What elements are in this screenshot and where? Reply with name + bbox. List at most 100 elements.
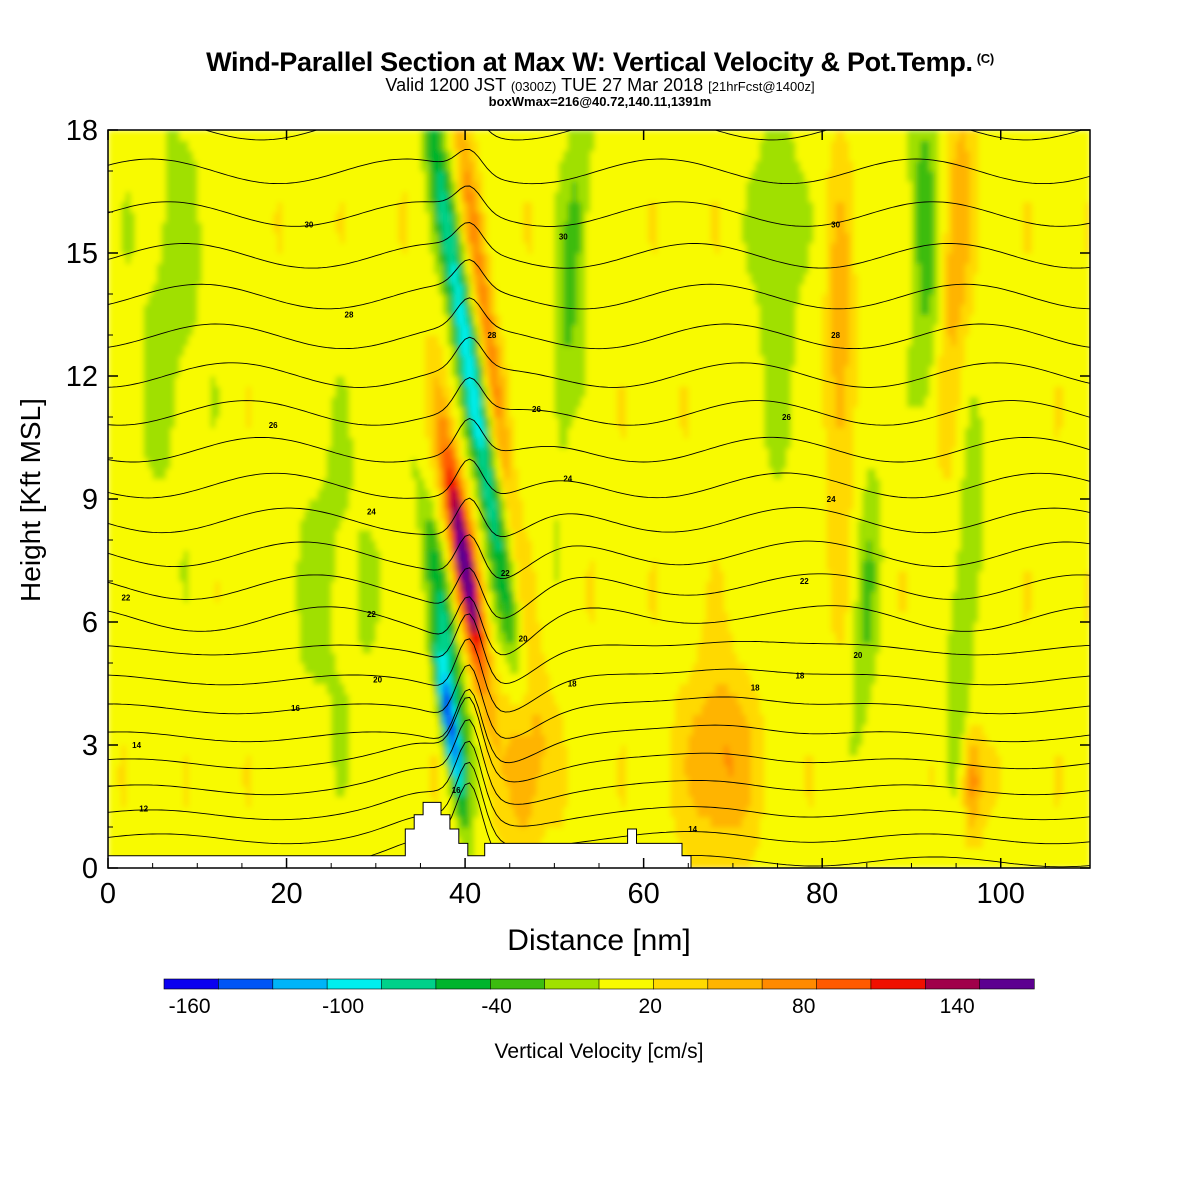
velocity-cell [384,181,390,193]
velocity-cell [286,191,292,203]
velocity-cell [166,201,172,213]
velocity-cell [224,611,230,623]
velocity-cell [188,591,194,603]
velocity-cell [215,314,221,326]
velocity-cell [331,755,337,767]
velocity-cell [273,642,279,654]
velocity-cell [402,693,408,705]
velocity-cell [407,693,413,705]
velocity-cell [331,417,337,428]
velocity-cell [358,468,364,480]
velocity-cell [380,765,386,777]
velocity-cell [398,263,404,275]
velocity-cell [384,253,390,264]
velocity-cell [384,437,390,449]
velocity-cell [349,181,355,193]
velocity-cell [250,704,256,715]
velocity-cell [371,386,377,398]
velocity-cell [411,263,417,275]
velocity-cell [353,130,359,141]
velocity-cell [125,212,131,223]
velocity-cell [268,253,274,264]
velocity-cell [224,775,230,787]
velocity-cell [197,540,203,551]
velocity-cell [331,171,337,182]
velocity-cell [197,601,203,613]
velocity-cell [322,376,328,387]
velocity-cell [197,386,203,398]
velocity-cell [121,171,127,182]
velocity-cell [402,365,408,377]
velocity-cell [299,652,305,664]
velocity-cell [295,386,301,398]
velocity-cell [362,509,368,521]
velocity-cell [268,437,274,449]
velocity-cell [233,232,239,244]
velocity-cell [170,427,176,439]
velocity-cell [362,253,368,264]
velocity-cell [152,427,158,439]
velocity-cell [295,591,301,603]
velocity-cell [362,786,368,797]
velocity-cell [157,816,163,828]
velocity-cell [237,745,243,756]
velocity-cell [108,314,114,326]
velocity-cell [134,745,140,756]
velocity-cell [148,642,154,654]
velocity-cell [411,786,417,797]
velocity-cell [389,458,395,469]
velocity-cell [175,314,181,326]
velocity-cell [299,365,305,377]
velocity-cell [335,478,341,490]
velocity-cell [170,335,176,346]
velocity-cell [112,222,118,234]
velocity-cell [183,437,189,449]
velocity-cell [322,683,328,695]
velocity-cell [139,345,145,357]
velocity-cell [130,755,136,767]
velocity-cell [259,509,265,521]
velocity-cell [340,447,346,459]
velocity-cell [277,488,283,500]
velocity-cell [344,837,350,849]
velocity-cell [161,827,167,838]
velocity-cell [317,745,323,756]
velocity-cell [402,519,408,531]
velocity-cell [344,816,350,828]
velocity-cell [264,437,270,449]
velocity-cell [340,376,346,387]
velocity-cell [317,786,323,797]
velocity-cell [353,212,359,223]
velocity-cell [228,468,234,480]
velocity-cell [206,673,212,685]
velocity-cell [358,693,364,705]
velocity-cell [108,294,114,305]
velocity-cell [241,212,247,223]
velocity-cell [286,437,292,449]
velocity-cell [313,150,319,162]
velocity-cell [286,406,292,418]
velocity-cell [250,417,256,428]
velocity-cell [299,263,305,275]
velocity-cell [407,283,413,295]
velocity-cell [116,458,122,469]
velocity-cell [179,786,185,797]
velocity-cell [371,652,377,664]
velocity-cell [148,314,154,326]
velocity-cell [407,570,413,582]
velocity-cell [291,581,297,592]
velocity-cell [143,488,149,500]
velocity-cell [402,355,408,367]
velocity-cell [152,540,158,551]
velocity-cell [192,652,198,664]
velocity-cell [393,488,399,500]
velocity-cell [228,632,234,644]
velocity-cell [170,458,176,469]
velocity-cell [371,232,377,244]
velocity-cell [317,365,323,377]
velocity-cell [389,652,395,664]
velocity-cell [335,458,341,469]
velocity-cell [326,540,332,551]
velocity-cell [148,242,154,254]
velocity-cell [166,724,172,736]
